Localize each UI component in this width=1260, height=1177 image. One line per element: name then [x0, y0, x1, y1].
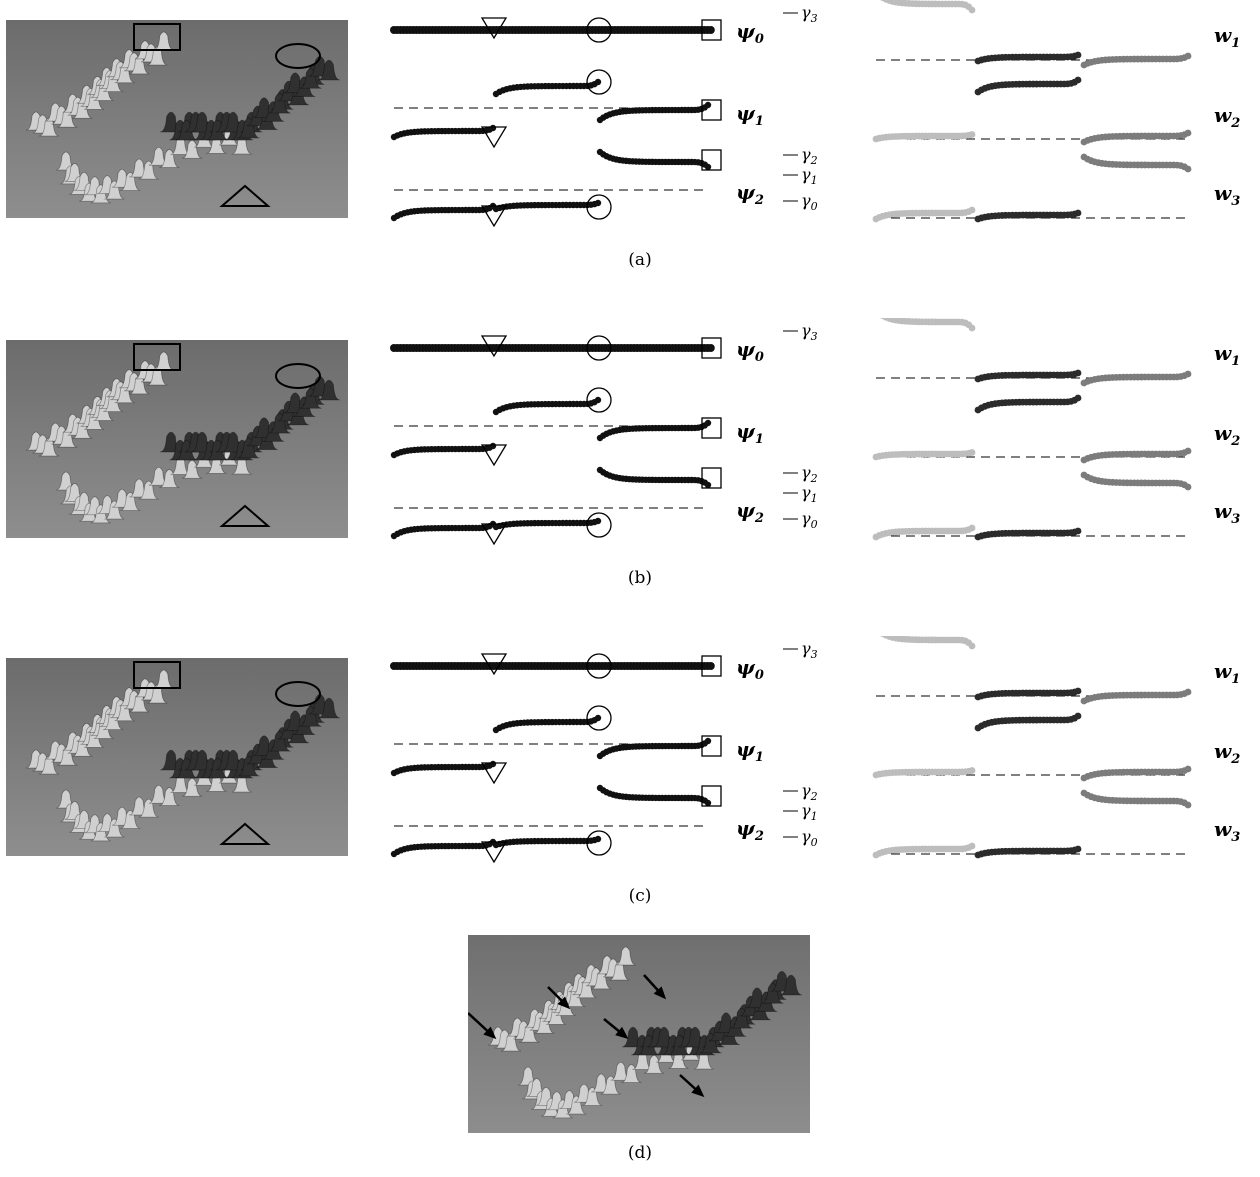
weight-plot: w1 w2 w3: [872, 0, 1240, 223]
psi-label: ψ1: [736, 737, 764, 765]
square-marker: [701, 149, 722, 171]
triangle-marker: [219, 184, 271, 207]
weight-plot: w1 w2 w3: [872, 624, 1240, 859]
w-label: w2: [1214, 421, 1240, 449]
square-marker: [701, 99, 722, 121]
figure-row: ψ0 ψ1 ψ2 γ3 γ2 γ1 γ0 w1 w2 w3 (c): [0, 624, 1260, 906]
panel-d-scene: [467, 935, 810, 1133]
triangle-marker: [480, 126, 508, 149]
gamma-label: γ3: [801, 3, 818, 25]
gamma-label: γ1: [801, 801, 818, 823]
circle-marker: [586, 69, 612, 95]
gamma-label: γ3: [801, 639, 818, 661]
figure-row: ψ0 ψ1 ψ2 γ3 γ2 γ1 γ0 w1 w2 w3 (a): [0, 0, 1260, 270]
psi-label: ψ2: [736, 180, 764, 208]
gamma-label: γ2: [801, 145, 818, 167]
square-marker: [133, 23, 181, 51]
psi-label: ψ1: [736, 419, 764, 447]
circle-marker: [275, 681, 321, 707]
triangle-marker: [480, 205, 508, 228]
w-label: w2: [1214, 103, 1240, 131]
gamma-label: γ0: [801, 827, 818, 849]
gamma-label: γ2: [801, 781, 818, 803]
psi0-series: [390, 662, 715, 670]
triangle-marker: [480, 444, 508, 467]
circle-marker: [586, 512, 612, 538]
gamma-label: γ2: [801, 463, 818, 485]
circle-marker: [586, 335, 612, 361]
psi1-series: [390, 714, 712, 777]
gamma-label: γ0: [801, 509, 818, 531]
circle-marker: [586, 705, 612, 731]
square-marker: [701, 417, 722, 439]
w-label: w3: [1214, 181, 1240, 209]
triangle-marker: [480, 841, 508, 864]
square-marker: [701, 785, 722, 807]
triangle-marker: [480, 653, 508, 676]
triangle-marker: [480, 762, 508, 785]
triangle-marker: [480, 523, 508, 546]
triangle-marker: [219, 822, 271, 845]
circle-marker: [586, 387, 612, 413]
bump-scene: [6, 340, 348, 538]
w-label: w3: [1214, 817, 1240, 845]
w-label: w1: [1214, 659, 1240, 687]
circle-marker: [275, 363, 321, 389]
psi-label: ψ0: [736, 655, 764, 683]
psi0-series: [390, 344, 715, 352]
circle-marker: [586, 17, 612, 43]
w-series: [872, 624, 1192, 859]
w-series: [872, 306, 1192, 541]
panel-label: (c): [628, 886, 652, 906]
panel-label: (b): [627, 568, 653, 588]
circle-marker: [275, 43, 321, 69]
panel-d-label: (d): [627, 1143, 653, 1163]
psi2-series: [390, 784, 712, 858]
psi1-series: [390, 78, 712, 141]
psi1-series: [390, 396, 712, 459]
square-marker: [701, 467, 722, 489]
gamma-label: γ0: [801, 191, 818, 213]
psi-label: ψ0: [736, 337, 764, 365]
panel-d: [467, 935, 810, 1133]
circle-marker: [586, 830, 612, 856]
w-series: [872, 0, 1192, 223]
w-label: w1: [1214, 341, 1240, 369]
bump-scene: [6, 658, 348, 856]
triangle-marker: [480, 17, 508, 40]
weight-plot: w1 w2 w3: [872, 306, 1240, 541]
panel-label: (a): [628, 250, 652, 270]
circle-marker: [586, 653, 612, 679]
psi-label: ψ1: [736, 101, 764, 129]
figure-row: ψ0 ψ1 ψ2 γ3 γ2 γ1 γ0 w1 w2 w3 (b): [0, 306, 1260, 588]
w-label: w1: [1214, 23, 1240, 51]
triangle-marker: [219, 504, 271, 527]
square-marker: [133, 343, 181, 371]
psi0-series: [390, 26, 715, 34]
psi2-series: [390, 148, 712, 222]
w-label: w3: [1214, 499, 1240, 527]
psi2-series: [390, 466, 712, 540]
square-marker: [133, 661, 181, 689]
square-marker: [701, 655, 722, 677]
square-marker: [701, 735, 722, 757]
w-label: w2: [1214, 739, 1240, 767]
triangle-marker: [480, 335, 508, 358]
psi-label: ψ2: [736, 816, 764, 844]
gamma-label: γ3: [801, 321, 818, 343]
psi-label: ψ2: [736, 498, 764, 526]
bump-scene: [6, 20, 348, 218]
circle-marker: [586, 194, 612, 220]
psi-label: ψ0: [736, 19, 764, 47]
square-marker: [701, 19, 722, 41]
gamma-label: γ1: [801, 483, 818, 505]
square-marker: [701, 337, 722, 359]
gamma-label: γ1: [801, 165, 818, 187]
